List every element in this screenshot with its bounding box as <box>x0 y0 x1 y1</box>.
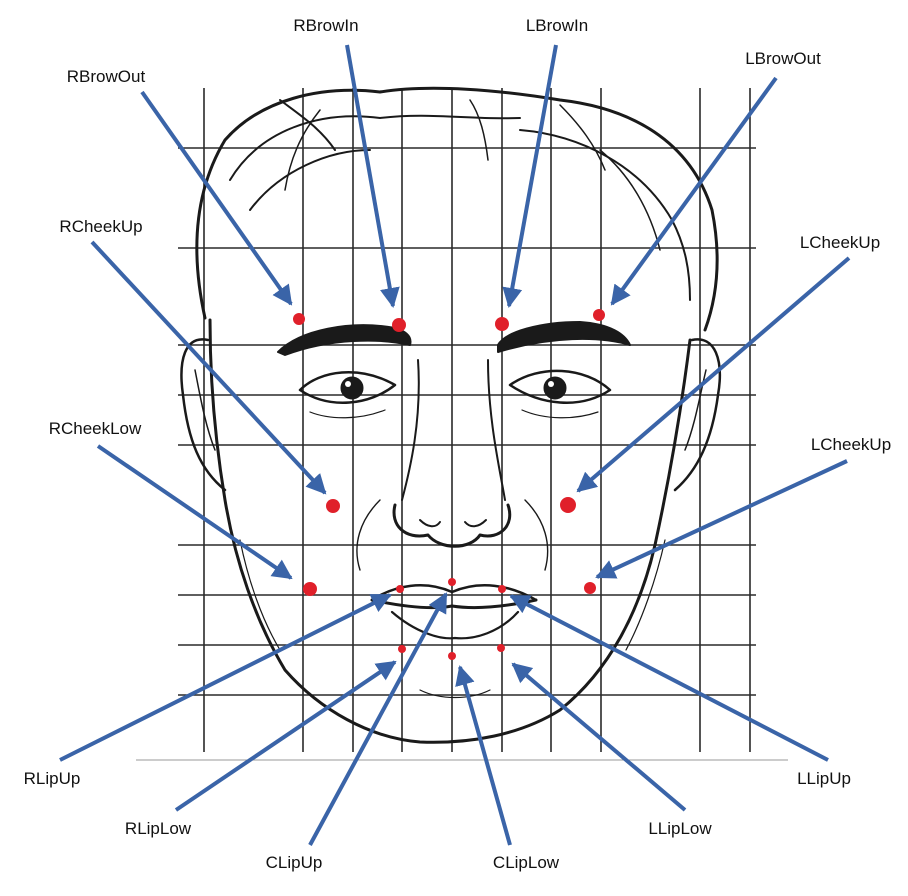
label-lliplow: LLipLow <box>648 819 712 838</box>
label-clipup: CLipUp <box>266 853 323 872</box>
arrow-rbrowout <box>140 90 293 306</box>
marker-rcheekup <box>326 499 340 513</box>
label-lbrowin: LBrowIn <box>526 16 588 35</box>
arrow-rcheeklow <box>96 444 293 580</box>
marker-rbrowout <box>293 313 305 325</box>
landmark-markers <box>293 309 605 660</box>
arrow-rliplow <box>174 660 397 812</box>
marker-lcheekup-upper <box>560 497 576 513</box>
marker-rlipup <box>396 585 404 593</box>
arrow-rbrowin <box>345 44 400 308</box>
label-rliplow: RLipLow <box>125 819 192 838</box>
label-llipup: LLipUp <box>797 769 851 788</box>
arrow-lbrowin <box>502 44 558 308</box>
marker-rliplow <box>398 645 406 653</box>
label-rcheeklow: RCheekLow <box>49 419 142 438</box>
reference-grid <box>178 88 756 752</box>
label-rbrowout: RBrowOut <box>67 67 146 86</box>
landmark-labels: RBrowIn LBrowIn RBrowOut LBrowOut RCheek… <box>24 16 892 872</box>
label-rbrowin: RBrowIn <box>293 16 358 35</box>
arrow-lbrowout <box>610 76 778 306</box>
marker-lliplow <box>497 644 505 652</box>
label-rlipup: RLipUp <box>24 769 81 788</box>
arrow-cliplow <box>455 665 512 846</box>
marker-rbrowin <box>392 318 406 332</box>
marker-clipup <box>448 578 456 586</box>
arrow-rcheekup <box>90 240 327 495</box>
marker-lcheekup-lower <box>584 582 596 594</box>
arrow-clipup <box>308 592 448 846</box>
face-sketch <box>180 86 722 744</box>
label-lcheekup-lower: LCheekUp <box>811 435 891 454</box>
marker-llipup <box>498 585 506 593</box>
marker-cliplow <box>448 652 456 660</box>
label-lbrowout: LBrowOut <box>745 49 821 68</box>
label-rcheekup: RCheekUp <box>59 217 142 236</box>
arrow-lliplow <box>511 662 687 812</box>
arrow-rlipup <box>59 593 392 762</box>
annotation-arrows <box>59 44 851 846</box>
label-lcheekup-upper: LCheekUp <box>800 233 880 252</box>
arrow-lcheekup-lower <box>595 459 848 579</box>
label-cliplow: CLipLow <box>493 853 560 872</box>
marker-lbrowin <box>495 317 509 331</box>
marker-lbrowout <box>593 309 605 321</box>
arrow-llipup <box>509 594 829 762</box>
marker-rcheeklow <box>303 582 317 596</box>
arrow-lcheekup-upper <box>576 256 851 493</box>
